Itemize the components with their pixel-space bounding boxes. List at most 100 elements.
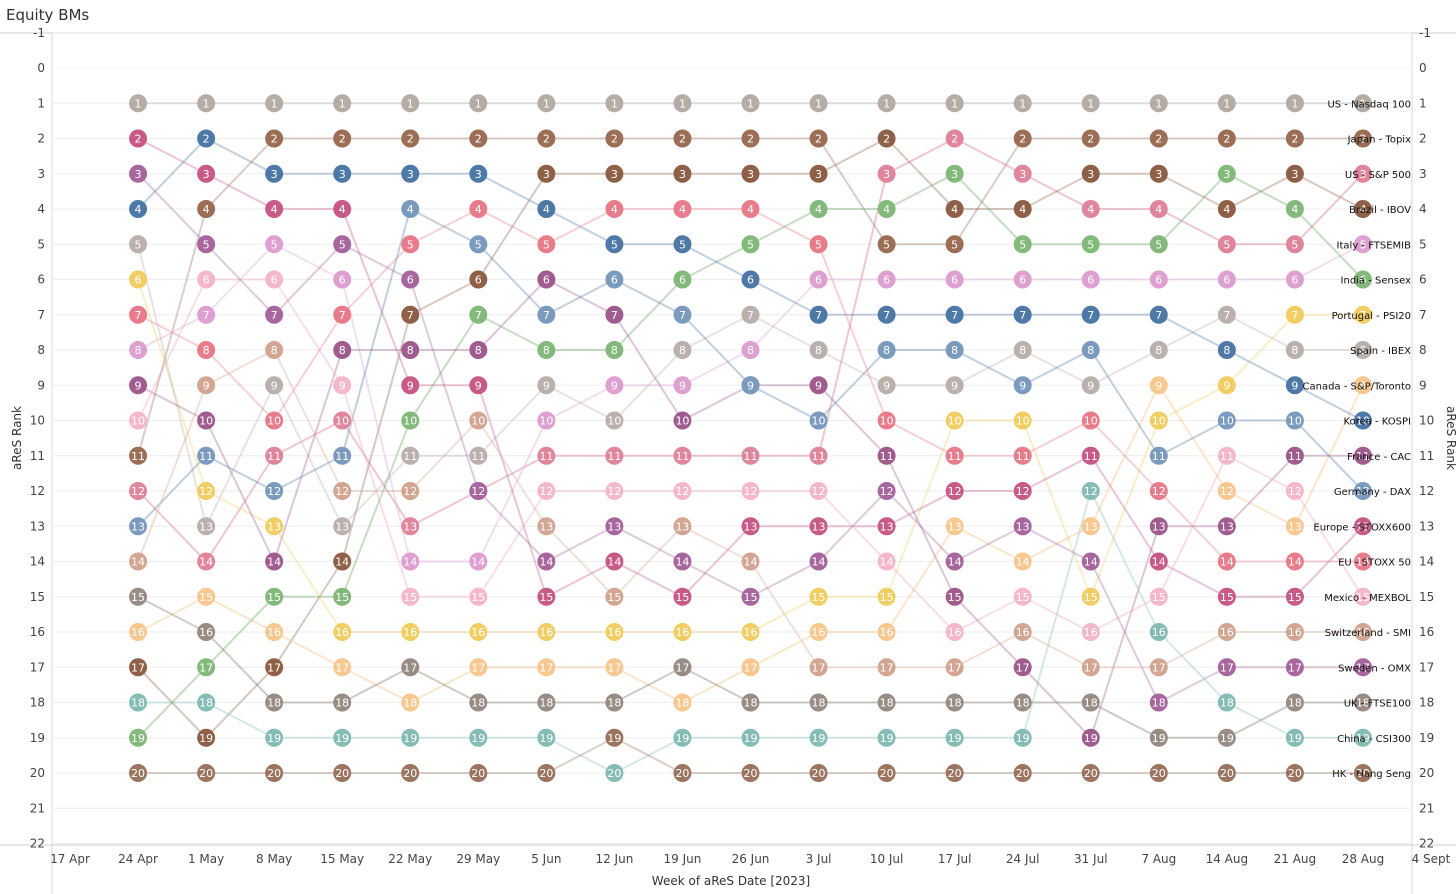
rank-dot — [537, 94, 556, 113]
rank-marker: 14 — [1149, 552, 1168, 571]
rank-dot — [469, 482, 488, 500]
rank-number: 4 — [747, 203, 754, 216]
rank-marker: 20 — [877, 764, 896, 782]
rank-number: 2 — [407, 133, 414, 146]
rank-dot — [605, 270, 624, 289]
rank-dot — [605, 587, 624, 606]
end-label: Italy - FTSEMIB — [1337, 240, 1412, 251]
rank-dot — [265, 129, 284, 148]
rank-marker: 5 — [1217, 235, 1236, 254]
rank-marker: 12 — [1081, 482, 1100, 500]
rank-number: 5 — [407, 238, 414, 251]
rank-number: 14 — [267, 556, 281, 569]
rank-marker: 12 — [129, 482, 148, 500]
rank-dot — [1081, 658, 1100, 677]
rank-dot — [1353, 552, 1372, 571]
rank-marker: 10 — [537, 411, 556, 430]
rank-marker: 19 — [197, 728, 216, 747]
rank-number: 17 — [199, 661, 213, 674]
rank-dot — [1353, 764, 1372, 782]
rank-dot — [1353, 376, 1372, 395]
rank-marker: 4 — [605, 200, 624, 218]
rank-dot — [1081, 623, 1100, 641]
rank-dot — [1353, 200, 1372, 218]
rank-number: 2 — [679, 133, 686, 146]
rank-dot — [265, 376, 284, 395]
rank-number: 8 — [203, 344, 210, 357]
rank-marker: 7 — [809, 305, 828, 324]
rank-number: 7 — [271, 309, 278, 322]
rank-marker: 6 — [469, 270, 488, 289]
rank-number: 20 — [675, 767, 689, 780]
rank-marker: 4 — [673, 200, 692, 218]
rank-dot — [1285, 411, 1304, 430]
y-tick-label: 17 — [30, 660, 45, 674]
rank-number: 14 — [471, 556, 485, 569]
x-tick-label: 26 Jun — [732, 852, 770, 866]
rank-dot — [945, 693, 964, 712]
rank-dot — [469, 235, 488, 254]
rank-number: 1 — [679, 97, 686, 110]
rank-number: 4 — [271, 203, 278, 216]
rank-dot — [741, 764, 760, 782]
rank-dot — [605, 341, 624, 359]
rank-number: 16 — [607, 626, 621, 639]
rank-marker: 17 — [1285, 658, 1304, 677]
rank-dot — [673, 693, 692, 712]
rank-number: 2 — [1019, 133, 1026, 146]
rank-dot — [741, 305, 760, 324]
rank-marker: 13 — [605, 517, 624, 536]
rank-marker: 2 — [265, 129, 284, 148]
rank-marker: 17 — [809, 658, 828, 677]
rank-marker: 15 — [673, 587, 692, 606]
rank-marker: 9 — [197, 376, 216, 395]
x-tick-label: 12 Jun — [595, 852, 633, 866]
rank-marker: 1 — [401, 94, 420, 113]
rank-number: 3 — [135, 168, 142, 181]
rank-number: 1 — [747, 97, 754, 110]
rank-marker: 10 — [673, 411, 692, 430]
rank-dot — [401, 517, 420, 536]
rank-number: 17 — [1016, 661, 1030, 674]
rank-number: 11 — [131, 450, 145, 463]
rank-number: 14 — [1220, 556, 1234, 569]
rank-marker: 9 — [1149, 376, 1168, 395]
rank-number: 3 — [1087, 168, 1094, 181]
rank-marker: 16 — [741, 623, 760, 641]
rank-dot — [333, 129, 352, 148]
rank-dot — [469, 341, 488, 359]
rank-dot — [469, 94, 488, 113]
rank-number: 12 — [1016, 485, 1030, 498]
rank-number: 9 — [1087, 379, 1094, 392]
rank-number: 15 — [1084, 591, 1098, 604]
rank-dot — [265, 94, 284, 113]
rank-marker: 5 — [401, 235, 420, 254]
rank-dot — [741, 200, 760, 218]
rank-marker: 12 — [469, 482, 488, 500]
rank-number: 13 — [1220, 520, 1234, 533]
rank-dot — [945, 200, 964, 218]
rank-marker: 15 — [1217, 587, 1236, 606]
rank-marker: 2 — [537, 129, 556, 148]
y-tick-label: 5 — [37, 237, 45, 251]
rank-number: 8 — [679, 344, 686, 357]
rank-marker: 20 — [1353, 764, 1372, 782]
rank-number: 12 — [880, 485, 894, 498]
rank-marker: 6 — [1285, 270, 1304, 289]
rank-marker: 5 — [1081, 235, 1100, 254]
rank-number: 19 — [335, 732, 349, 745]
rank-dot — [945, 341, 964, 359]
rank-marker: 6 — [197, 270, 216, 289]
rank-marker: 13 — [401, 517, 420, 536]
rank-number: 12 — [675, 485, 689, 498]
rank-number: 19 — [744, 732, 758, 745]
rank-marker: 10 — [877, 411, 896, 430]
rank-number: 17 — [1288, 661, 1302, 674]
rank-number: 8 — [339, 344, 346, 357]
rank-number: 6 — [815, 274, 822, 287]
rank-dot — [1013, 411, 1032, 430]
rank-number: 9 — [1359, 379, 1366, 392]
rank-dot — [605, 693, 624, 712]
rank-dot — [1081, 235, 1100, 254]
rank-marker: 12 — [1149, 482, 1168, 500]
